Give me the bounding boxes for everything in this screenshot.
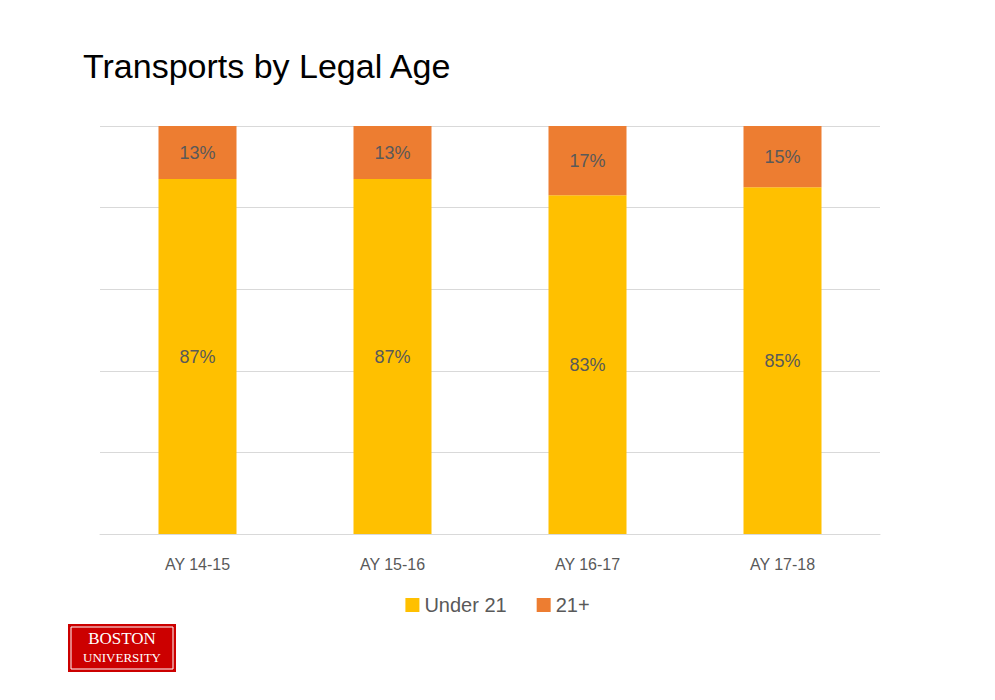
- svg-text:AY 17-18: AY 17-18: [750, 556, 815, 573]
- svg-text:13%: 13%: [374, 143, 410, 163]
- svg-text:85%: 85%: [764, 351, 800, 371]
- svg-text:BOSTON: BOSTON: [88, 629, 156, 648]
- svg-text:Transports by Legal Age: Transports by Legal Age: [83, 47, 450, 85]
- svg-text:AY 14-15: AY 14-15: [165, 556, 230, 573]
- svg-text:87%: 87%: [374, 347, 410, 367]
- svg-text:Under 21: Under 21: [424, 594, 506, 616]
- svg-text:15%: 15%: [764, 147, 800, 167]
- svg-text:AY 16-17: AY 16-17: [555, 556, 620, 573]
- svg-text:83%: 83%: [569, 355, 605, 375]
- svg-text:AY 15-16: AY 15-16: [360, 556, 425, 573]
- svg-text:21+: 21+: [556, 594, 590, 616]
- svg-text:13%: 13%: [179, 143, 215, 163]
- svg-text:17%: 17%: [569, 151, 605, 171]
- svg-text:UNIVERSITY: UNIVERSITY: [83, 650, 162, 665]
- svg-text:87%: 87%: [179, 347, 215, 367]
